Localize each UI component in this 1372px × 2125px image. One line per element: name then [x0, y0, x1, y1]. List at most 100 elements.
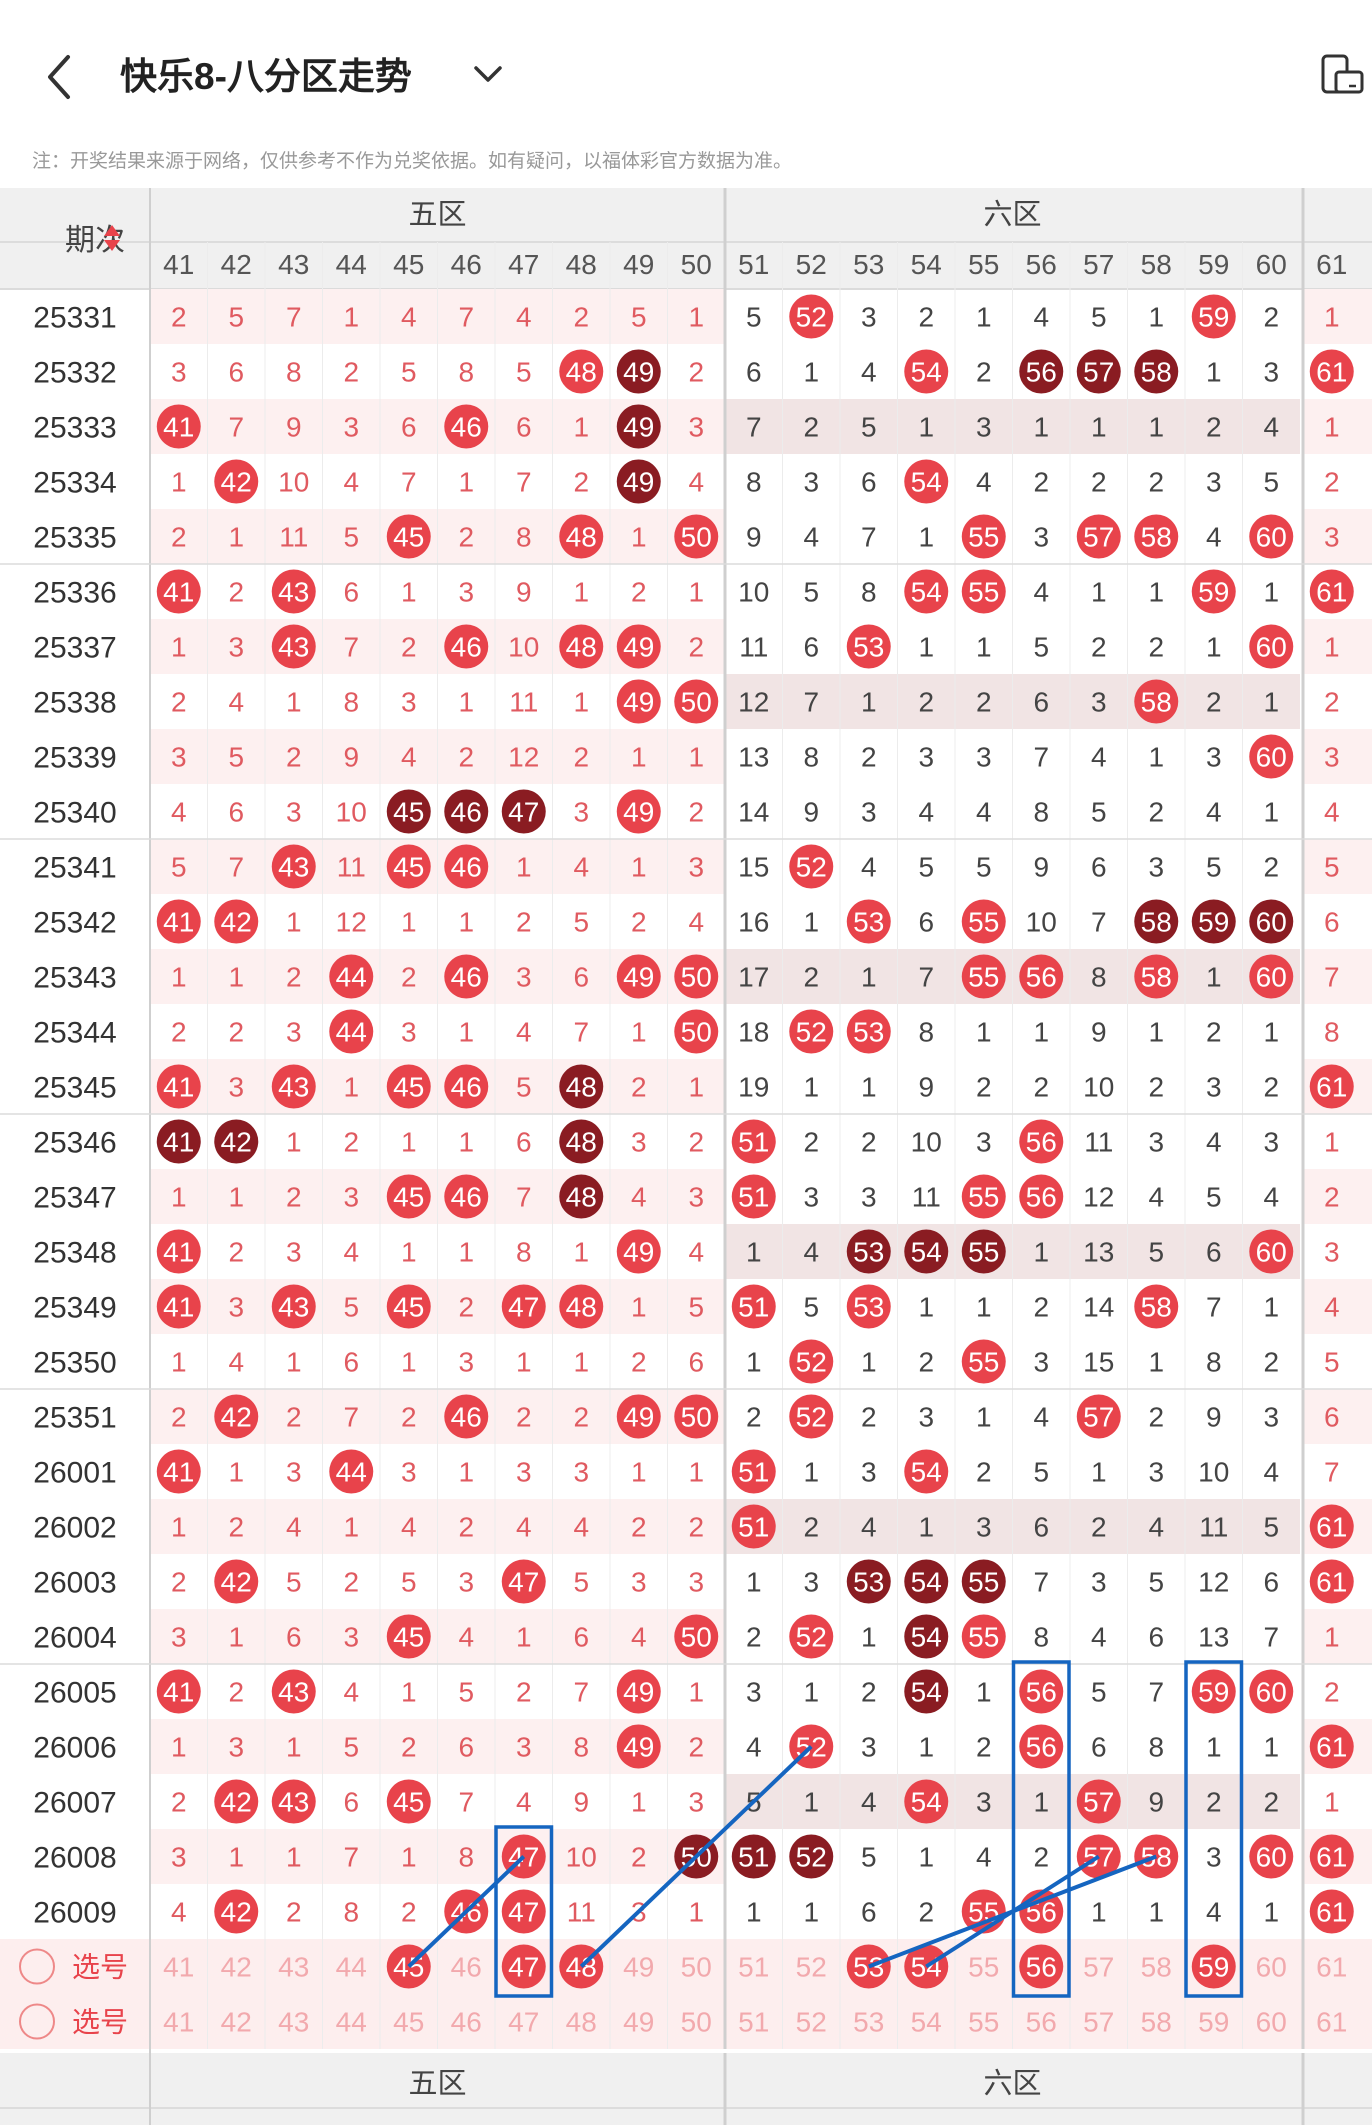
- omission-value: 5: [343, 1732, 359, 1763]
- table-row[interactable]: 25331 2 5 7 1 4 7 4 2 5 1 5 52 3 2 1 4 5 1 59 2 1: [33, 294, 1340, 339]
- select-number[interactable]: 52: [796, 1952, 827, 1983]
- table-row[interactable]: 25349 41 3 43 5 45 2 47 48 1 5 51 5 53 1 1 2 14 58 7 1 4: [33, 1284, 1340, 1329]
- select-number[interactable]: 51: [738, 2007, 769, 2038]
- table-row[interactable]: 25344 2 2 3 44 3 1 4 7 1 50 18 52 53 8 1 1 9 1 2 1 8: [33, 1009, 1340, 1054]
- select-radio-icon[interactable]: [19, 1948, 55, 1985]
- drawn-ball: [329, 954, 374, 999]
- select-number[interactable]: 58: [1141, 1952, 1172, 1983]
- title-dropdown-button[interactable]: [470, 54, 506, 94]
- table-row[interactable]: 26003 2 42 5 2 5 3 47 5 3 3 1 3 53 54 55 7 3 5 12 6 61: [33, 1559, 1354, 1604]
- table-row[interactable]: 25351 2 42 2 7 2 46 2 2 49 50 2 52 2 3 1 4 57 2 9 3 6: [33, 1394, 1340, 1439]
- back-button[interactable]: [40, 45, 80, 105]
- table-row[interactable]: 25346 41 42 1 2 1 1 6 48 3 2 51 2 2 10 3 56 11 3 4 3 1: [33, 1119, 1340, 1164]
- chevron-down-icon: [474, 66, 502, 82]
- select-number[interactable]: 46: [451, 1952, 482, 1983]
- table-row[interactable]: 26002 1 2 4 1 4 2 4 4 2 2 51 2 4 1 3 6 2 4 11 5 61: [33, 1504, 1354, 1549]
- table-row[interactable]: 26001 41 1 3 44 3 1 3 3 1 1 51 1 3 54 2 5 1 3 10 4 7: [33, 1449, 1340, 1494]
- select-number[interactable]: 57: [1083, 2007, 1114, 2038]
- table-row[interactable]: 25342 41 42 1 12 1 1 2 5 2 4 16 1 53 6 55 10 7 58 59 60 6: [33, 899, 1340, 944]
- omission-value: 3: [1324, 522, 1340, 553]
- drawn-ball: [904, 349, 949, 394]
- drawn-ball: [1191, 294, 1236, 339]
- select-number[interactable]: 50: [681, 1952, 712, 1983]
- select-number[interactable]: 48: [566, 2007, 597, 2038]
- table-row[interactable]: 25343 1 1 2 44 2 46 3 6 49 50 17 2 1 7 55 56 8 58 1 60 7: [33, 954, 1340, 999]
- table-row[interactable]: 25339 3 5 2 9 4 2 12 2 1 1 13 8 2 3 3 7 4 1 3 60 3: [33, 734, 1340, 779]
- omission-value: 2: [631, 577, 647, 608]
- select-number[interactable]: 42: [221, 1952, 252, 1983]
- selected-ball[interactable]: [1191, 1944, 1236, 1989]
- select-number[interactable]: 52: [796, 2007, 827, 2038]
- table-row[interactable]: 25340 4 6 3 10 45 46 47 3 49 2 14 9 3 4 4 8 5 2 4 1 4: [33, 789, 1340, 834]
- omission-value: 2: [1324, 687, 1340, 718]
- select-number[interactable]: 45: [393, 2007, 424, 2038]
- table-row[interactable]: 26004 3 1 6 3 45 4 1 6 4 50 2 52 1 54 55 8 4 6 13 7 1: [33, 1614, 1340, 1659]
- selected-ball[interactable]: [501, 1944, 546, 1989]
- page-title[interactable]: 快乐8-八分区走势: [120, 56, 412, 97]
- drawn-ball: [789, 294, 834, 339]
- table-row[interactable]: 25333 41 7 9 3 6 46 6 1 49 3 7 2 5 1 3 1 1 1 2 4 1: [33, 404, 1340, 449]
- table-row[interactable]: 25338 2 4 1 8 3 1 11 1 49 50 12 7 1 2 2 6 3 58 2 1 2: [33, 679, 1340, 724]
- table-row[interactable]: 25341 5 7 43 11 45 46 1 4 1 3 15 52 4 5 5 9 6 3 5 2 5: [33, 844, 1340, 889]
- select-radio-icon[interactable]: [19, 2003, 55, 2040]
- select-number[interactable]: 44: [336, 1952, 367, 1983]
- table-row[interactable]: 25334 1 42 10 4 7 1 7 2 49 4 8 3 6 54 4 2 2 2 3 5 2: [33, 459, 1340, 504]
- select-number[interactable]: 50: [681, 2007, 712, 2038]
- select-number[interactable]: 53: [853, 2007, 884, 2038]
- select-row[interactable]: 选号 41 42 43 44 45 46 47 48 49 50 51 52 53 54 55 56 57 58 59…: [19, 2003, 1347, 2040]
- select-number[interactable]: 41: [163, 2007, 194, 2038]
- select-number[interactable]: 43: [278, 1952, 309, 1983]
- table-row[interactable]: 25347 1 1 2 3 45 46 7 48 4 3 51 3 3 11 55 56 12 4 5 4 2: [33, 1174, 1340, 1219]
- select-number[interactable]: 59: [1198, 2007, 1229, 2038]
- ball-number: 56: [1026, 1732, 1057, 1763]
- omission-value: 8: [573, 1732, 589, 1763]
- table-row[interactable]: 2600724243645749135145431579221: [33, 1779, 1340, 1824]
- omission-value: 2: [631, 1842, 647, 1873]
- select-number[interactable]: 49: [623, 1952, 654, 1983]
- omission-value: 7: [343, 632, 359, 663]
- ball-number: 51: [738, 1182, 769, 1213]
- select-number[interactable]: 54: [911, 2007, 942, 2038]
- select-number[interactable]: 42: [221, 2007, 252, 2038]
- table-row[interactable]: 25335 2 1 11 5 45 2 8 48 1 50 9 4 7 1 55 3 57 58 4 60 3: [33, 514, 1340, 559]
- selected-ball[interactable]: [1019, 1944, 1064, 1989]
- table-row[interactable]: 26005 41 2 43 4 1 5 2 7 49 1 3 1 2 54 1 56 5 7 59 60 2: [33, 1669, 1340, 1714]
- table-row[interactable]: 25348 41 2 3 4 1 1 8 1 49 4 1 4 53 54 55 1 13 5 6 60 3: [33, 1229, 1340, 1274]
- ball-number: 60: [1256, 632, 1287, 663]
- select-number[interactable]: 55: [968, 2007, 999, 2038]
- select-number[interactable]: 46: [451, 2007, 482, 2038]
- select-row-label: 选号: [72, 1952, 128, 1983]
- select-number[interactable]: 57: [1083, 1952, 1114, 1983]
- select-number[interactable]: 41: [163, 1952, 194, 1983]
- select-number[interactable]: 60: [1256, 1952, 1287, 1983]
- table-row[interactable]: 25336 41 2 43 6 1 3 9 1 2 1 10 5 8 54 55 4 1 1 59 1 61: [33, 569, 1354, 614]
- omission-value: 4: [1263, 412, 1279, 443]
- ball-number: 47: [508, 797, 539, 828]
- device-toggle-button[interactable]: [1318, 50, 1366, 100]
- table-row[interactable]: 25350 1 4 1 6 1 3 1 1 2 6 1 52 1 2 55 3 15 1 8 2 5: [33, 1339, 1340, 1384]
- select-number[interactable]: 60: [1256, 2007, 1287, 2038]
- table-row[interactable]: 25332 3 6 8 2 5 8 5 48 49 2 6 1 4 54 2 56 57 58 1 3 61: [33, 349, 1354, 394]
- select-number[interactable]: 55: [968, 1952, 999, 1983]
- select-number[interactable]: 58: [1141, 2007, 1172, 2038]
- select-number[interactable]: 61: [1316, 2007, 1347, 2038]
- select-number[interactable]: 56: [1026, 2007, 1057, 2038]
- omission-value: 8: [516, 522, 532, 553]
- omission-value: 2: [803, 1512, 819, 1543]
- select-number[interactable]: 43: [278, 2007, 309, 2038]
- select-number[interactable]: 51: [738, 1952, 769, 1983]
- omission-value: 5: [458, 1677, 474, 1708]
- table-row[interactable]: 25345 41 3 43 1 45 46 5 48 2 1 19 1 1 9 2 2 10 2 3 2 61: [33, 1064, 1354, 1109]
- omission-value: 3: [343, 1622, 359, 1653]
- omission-value: 1: [171, 1347, 187, 1378]
- table-row[interactable]: 25337 1 3 43 7 2 46 10 48 49 2 11 6 53 1 1 5 2 2 1 60 1: [33, 624, 1340, 669]
- select-number[interactable]: 49: [623, 2007, 654, 2038]
- ball-number: 53: [853, 1567, 884, 1598]
- select-row[interactable]: 选号 41 42 43 44 45 46 47 48 49 50 51 52 53 54 55 56 57 58 59…: [19, 1944, 1347, 1989]
- ball-number: 42: [221, 1127, 252, 1158]
- ball-number: 58: [1141, 357, 1172, 388]
- select-number[interactable]: 61: [1316, 1952, 1347, 1983]
- omission-value: 2: [1263, 852, 1279, 883]
- select-number[interactable]: 47: [508, 2007, 539, 2038]
- select-number[interactable]: 44: [336, 2007, 367, 2038]
